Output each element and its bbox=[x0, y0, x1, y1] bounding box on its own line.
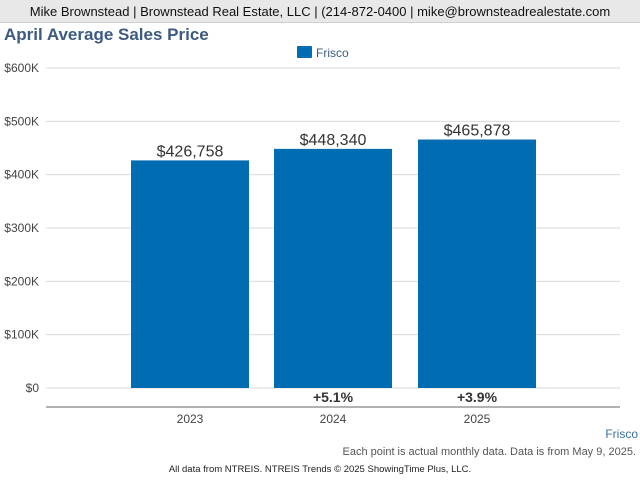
contact-line: Mike Brownstead | Brownstead Real Estate… bbox=[29, 3, 611, 19]
x-tick-label: 2023 bbox=[177, 412, 204, 426]
x-tick-label: 2024 bbox=[320, 412, 347, 426]
change-label: +3.9% bbox=[457, 389, 498, 405]
bar-chart: $0 $100K $200K $300K $400K $500K $600K Frisco $4… bbox=[4, 46, 620, 426]
bar-value-label: $448,340 bbox=[300, 132, 367, 149]
change-label: +5.1% bbox=[313, 389, 354, 405]
x-tick-label: 2025 bbox=[464, 412, 491, 426]
y-tick-label: $200K bbox=[4, 274, 39, 288]
bar bbox=[418, 139, 536, 388]
data-credit: All data from NTREIS. NTREIS Trends © 20… bbox=[168, 464, 472, 475]
y-tick-label: $100K bbox=[4, 328, 39, 342]
bar-value-label: $465,878 bbox=[444, 123, 511, 140]
series-tag: Frisco bbox=[605, 427, 638, 441]
contact-header: Mike Brownstead | Brownstead Real Estate… bbox=[0, 0, 640, 23]
bar-value-label: $426,758 bbox=[157, 143, 224, 160]
y-tick-label: $0 bbox=[26, 381, 40, 395]
y-tick-label: $300K bbox=[4, 221, 39, 235]
footer bbox=[0, 442, 640, 480]
bar bbox=[274, 148, 392, 388]
chart-title: April Average Sales Price bbox=[4, 25, 209, 44]
bar bbox=[131, 160, 249, 388]
data-note: Each point is actual monthly data. Data … bbox=[342, 446, 636, 458]
legend-swatch bbox=[297, 46, 312, 58]
y-tick-label: $400K bbox=[4, 168, 39, 182]
y-tick-label: $500K bbox=[4, 114, 39, 128]
y-tick-label: $600K bbox=[4, 61, 39, 75]
legend-label: Frisco bbox=[316, 46, 349, 60]
